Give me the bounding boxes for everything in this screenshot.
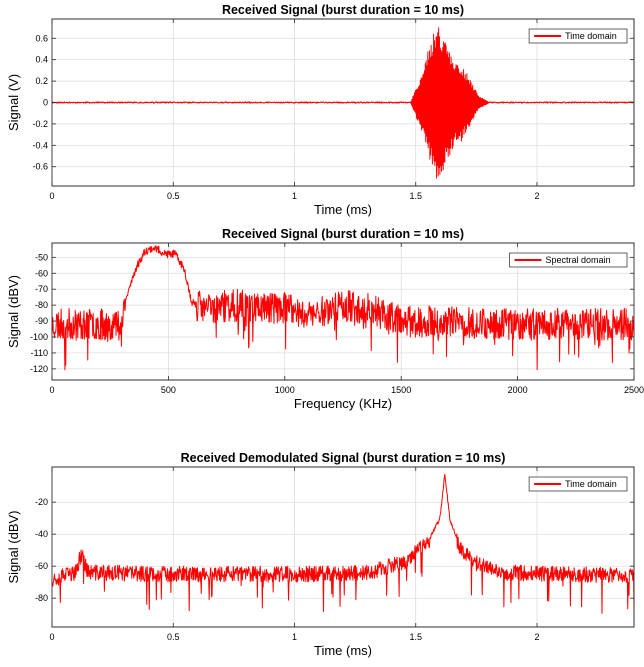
chart-0-legend: Time domain <box>528 28 628 44</box>
chart-2-ylabel: Signal (dBV) <box>6 511 21 584</box>
chart-1-ytick-label-2: -70 <box>35 284 48 294</box>
chart-0-series-0-line <box>51 27 635 179</box>
chart-2-ytick-label-2: -60 <box>35 561 48 571</box>
chart-2-legend-label: Time domain <box>565 479 617 489</box>
chart-0-xtick-label-4: 2 <box>534 191 539 201</box>
chart-1-ytick-label-1: -60 <box>35 268 48 278</box>
chart-2-xtick-label-2: 1 <box>292 632 297 642</box>
chart-1-xtick-label-4: 2000 <box>508 385 528 395</box>
chart-0-ytick-label-4: -0.2 <box>32 119 48 129</box>
chart-1-xtick-label-3: 1500 <box>391 385 411 395</box>
chart-1-legend-label: Spectral domain <box>546 255 611 265</box>
chart-1-xlabel: Frequency (KHz) <box>294 396 392 411</box>
chart-0-legend-box <box>528 28 628 44</box>
chart-0-title: Received Signal (burst duration = 10 ms) <box>222 3 464 17</box>
chart-1-xtick-label-0: 0 <box>49 385 54 395</box>
chart-2-xtick-label-4: 2 <box>534 632 539 642</box>
chart-1-legend-box <box>509 252 628 268</box>
chart-1-xtick-label-5: 2500 <box>624 385 644 395</box>
chart-0-legend-label: Time domain <box>565 31 617 41</box>
chart-2-xtick-label-1: 0.5 <box>167 632 180 642</box>
chart-0-ytick-label-1: 0.4 <box>35 55 48 65</box>
chart-2-title: Received Demodulated Signal (burst durat… <box>181 451 506 465</box>
chart-2-axes-frame <box>51 466 635 628</box>
chart-1: 0 500 1000 1500 2000 2500 -50 -60 -70 -80 -90 -100 -… <box>6 227 644 411</box>
chart-1-ytick-label-0: -50 <box>35 252 48 262</box>
chart-0-ylabel: Signal (V) <box>6 74 21 131</box>
chart-0-ytick-label-3: 0 <box>43 98 48 108</box>
chart-0-xlabel: Time (ms) <box>314 202 372 217</box>
chart-1-ytick-label-5: -100 <box>30 332 48 342</box>
chart-1-ytick-label-7: -120 <box>30 364 48 374</box>
chart-0-ytick-label-6: -0.6 <box>32 162 48 172</box>
chart-1-axes-frame <box>51 242 635 381</box>
chart-1-ytick-label-4: -90 <box>35 316 48 326</box>
chart-1-ytick-label-3: -80 <box>35 300 48 310</box>
chart-0-xtick-label-0: 0 <box>49 191 54 201</box>
chart-2-xlabel: Time (ms) <box>314 643 372 658</box>
chart-0-xtick-label-3: 1.5 <box>409 191 422 201</box>
chart-2-xtick-label-3: 1.5 <box>409 632 422 642</box>
chart-1-series-0-line <box>51 245 635 371</box>
chart-2-legend: Time domain <box>528 476 628 492</box>
chart-0: 0 0.5 1 1.5 2 0.6 0.4 0.2 0 -0.2 -0.4 -0.6 Received … <box>6 3 635 217</box>
chart-2-ytick-label-0: -20 <box>35 497 48 507</box>
chart-1-ytick-label-6: -110 <box>31 348 48 358</box>
chart-0-ytick-label-2: 0.2 <box>35 76 48 86</box>
chart-2-legend-box <box>528 476 628 492</box>
chart-2: 0 0.5 1 1.5 2 -20 -40 -60 -80 Received Demodulate… <box>6 451 635 658</box>
chart-2-xtick-label-0: 0 <box>49 632 54 642</box>
chart-2-ytick-label-1: -40 <box>35 529 48 539</box>
chart-0-ytick-label-5: -0.4 <box>32 140 48 150</box>
chart-2-series-0-line <box>51 473 635 614</box>
chart-1-ylabel: Signal (dBV) <box>6 275 21 348</box>
chart-1-legend: Spectral domain <box>509 252 628 268</box>
chart-2-ytick-label-3: -80 <box>35 593 48 603</box>
chart-0-xtick-label-1: 0.5 <box>167 191 180 201</box>
chart-0-ytick-label-0: 0.6 <box>35 33 48 43</box>
chart-1-xtick-label-1: 500 <box>161 385 176 395</box>
chart-1-title: Received Signal (burst duration = 10 ms) <box>222 227 464 241</box>
chart-0-xtick-label-2: 1 <box>292 191 297 201</box>
chart-1-xtick-label-2: 1000 <box>275 385 295 395</box>
